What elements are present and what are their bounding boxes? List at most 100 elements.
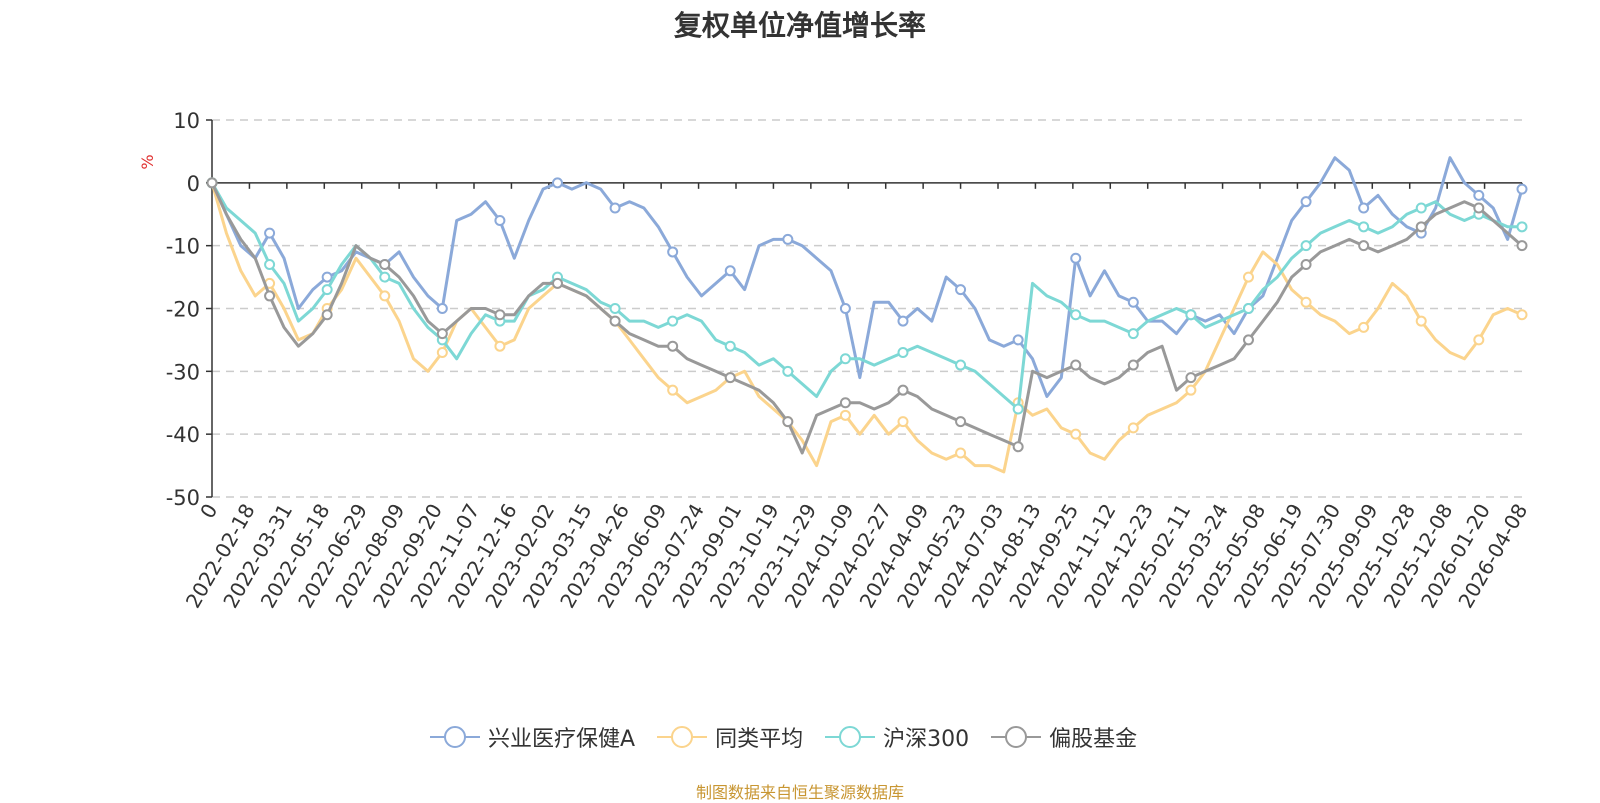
data-point <box>955 359 967 371</box>
data-point <box>1127 328 1139 340</box>
legend-marker-icon <box>825 725 876 749</box>
data-point <box>1300 240 1312 252</box>
series-line-1 <box>210 181 1524 474</box>
data-point <box>1070 252 1082 264</box>
data-point <box>1127 296 1139 308</box>
data-point <box>897 384 909 396</box>
data-point <box>724 265 736 277</box>
data-point <box>1300 196 1312 208</box>
data-point <box>1012 403 1024 415</box>
legend-marker-icon <box>991 725 1042 749</box>
data-point <box>667 246 679 258</box>
data-point <box>494 309 506 321</box>
data-point <box>955 416 967 428</box>
data-point <box>1415 202 1427 214</box>
data-point <box>379 271 391 283</box>
data-point <box>436 328 448 340</box>
legend-label: 兴业医疗保健A <box>488 727 636 752</box>
y-tick-label: -20 <box>166 298 200 322</box>
data-point <box>321 271 333 283</box>
legend-label: 沪深300 <box>883 727 970 752</box>
legend-item-3[interactable]: 偏股基金 <box>991 721 1137 753</box>
data-point <box>1415 315 1427 327</box>
data-point <box>1516 183 1528 195</box>
data-point <box>1127 359 1139 371</box>
data-point <box>1516 240 1528 252</box>
series-lines <box>206 156 1528 474</box>
chart-title: 复权单位净值增长率 <box>673 9 926 42</box>
data-point <box>1358 202 1370 214</box>
data-point <box>839 353 851 365</box>
y-tick-label: -30 <box>166 360 200 384</box>
data-point <box>955 284 967 296</box>
data-point <box>839 303 851 314</box>
legend-label: 偏股基金 <box>1049 727 1138 752</box>
data-point <box>897 416 909 428</box>
data-point <box>1242 271 1254 283</box>
data-point <box>782 233 794 245</box>
data-point <box>667 340 679 352</box>
data-point <box>264 290 276 302</box>
y-axis-unit: % <box>138 154 157 169</box>
x-tick-label: 0 <box>195 500 222 523</box>
series-line-2 <box>210 181 1524 411</box>
data-point <box>1473 202 1485 214</box>
data-point <box>436 346 448 358</box>
legend-marker-icon <box>430 725 480 749</box>
data-point <box>206 177 218 189</box>
data-point <box>1127 422 1139 434</box>
data-point <box>609 202 621 214</box>
data-point <box>955 447 967 459</box>
legend-item-0[interactable]: 兴业医疗保健A <box>430 721 635 753</box>
data-point <box>264 227 276 239</box>
y-tick-label: 10 <box>173 109 200 133</box>
data-point <box>1358 321 1370 333</box>
data-point <box>609 303 621 314</box>
data-point <box>667 384 679 396</box>
y-tick-label: -10 <box>166 235 200 259</box>
legend: 兴业医疗保健A 同类平均 沪深300 偏股基金 <box>430 722 1159 752</box>
data-point <box>379 259 391 271</box>
data-point <box>436 303 448 314</box>
data-point <box>897 315 909 327</box>
data-point <box>609 315 621 327</box>
data-point <box>1242 334 1254 346</box>
data-point <box>321 284 333 296</box>
legend-marker-icon <box>657 725 708 749</box>
data-point <box>839 397 851 409</box>
data-point <box>1185 372 1197 384</box>
data-point <box>1473 189 1485 201</box>
data-point <box>551 177 563 189</box>
data-point <box>1358 240 1370 252</box>
data-point <box>839 409 851 421</box>
data-point <box>551 277 563 289</box>
data-point <box>724 372 736 384</box>
legend-item-2[interactable]: 沪深300 <box>825 721 969 753</box>
data-point <box>1473 334 1485 346</box>
source-note: 制图数据来自恒生聚源数据库 <box>695 783 904 802</box>
data-point <box>724 340 736 352</box>
data-point <box>1185 309 1197 321</box>
data-point <box>1070 428 1082 440</box>
data-point <box>897 346 909 358</box>
data-point <box>1300 296 1312 308</box>
data-point <box>494 340 506 352</box>
data-point <box>264 259 276 271</box>
data-point <box>1300 259 1312 271</box>
data-point <box>1415 221 1427 233</box>
legend-item-1[interactable]: 同类平均 <box>657 721 803 753</box>
data-point <box>1516 221 1528 233</box>
y-tick-label: -50 <box>166 486 200 510</box>
data-point <box>1012 334 1024 346</box>
data-point <box>1012 441 1024 453</box>
y-tick-label: 0 <box>187 172 200 196</box>
data-point <box>1242 303 1254 314</box>
data-point <box>1070 309 1082 321</box>
data-point <box>782 365 794 377</box>
data-point <box>1185 384 1197 396</box>
data-point <box>782 416 794 428</box>
data-point <box>667 315 679 327</box>
data-point <box>1516 309 1528 321</box>
data-point <box>1358 221 1370 233</box>
